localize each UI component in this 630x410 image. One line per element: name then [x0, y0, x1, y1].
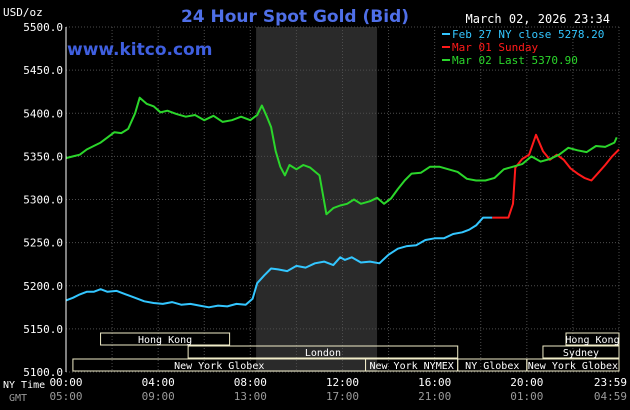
session-label-5: Hong Kong	[565, 335, 619, 346]
session-box-6	[542, 345, 620, 359]
x-axis-label-gmt: GMT	[9, 393, 27, 404]
chart-timestamp: March 02, 2026 23:34	[466, 12, 611, 26]
session-label-1: London	[305, 348, 341, 359]
legend-entry-2: Mar 02 Last 5370.90	[452, 54, 578, 67]
y-tick-label: 5250.0	[23, 237, 63, 250]
x-tick-label-gmt: 21:00	[418, 390, 451, 403]
x-axis-label-ny: NY Time	[3, 380, 45, 391]
y-tick-label: 5150.0	[23, 323, 63, 336]
session-label-2: New York Globex	[174, 361, 264, 372]
y-tick-label: 5500.0	[23, 21, 63, 34]
session-label-0: Hong Kong	[138, 335, 192, 346]
session-label-3: New York NYMEX	[369, 361, 453, 372]
highlight-band	[256, 27, 378, 372]
series-line-0	[65, 216, 493, 309]
chart-title: 24 Hour Spot Gold (Bid)	[181, 7, 409, 27]
legend-entry-0: Feb 27 NY close 5278.20	[452, 28, 604, 41]
session-box-0	[100, 332, 231, 346]
session-box-7	[526, 358, 620, 372]
x-tick-label-ny: 00:00	[49, 376, 82, 389]
x-tick-label-gmt: 13:00	[234, 390, 267, 403]
y-axis-unit: USD/oz	[3, 6, 43, 19]
x-tick-label-gmt: 17:00	[326, 390, 359, 403]
session-label-7: New York Globex	[528, 361, 618, 372]
x-tick-label-ny: 20:00	[510, 376, 543, 389]
site-url: www.kitco.com	[67, 40, 212, 60]
x-tick-label-ny: 04:00	[142, 376, 175, 389]
series-line-2	[65, 96, 618, 216]
y-tick-label: 5350.0	[23, 150, 63, 163]
y-tick-label: 5100.0	[23, 366, 63, 379]
session-label-6: Sydney	[563, 348, 599, 359]
y-tick-label: 5450.0	[23, 64, 63, 77]
session-box-5	[565, 332, 620, 346]
x-tick-label-ny: 16:00	[418, 376, 451, 389]
x-tick-label-gmt: 05:00	[49, 390, 82, 403]
session-label-4: NY Globex	[465, 361, 519, 372]
x-tick-label-gmt: 04:59	[594, 390, 627, 403]
y-tick-label: 5400.0	[23, 107, 63, 120]
session-box-1	[187, 345, 459, 359]
x-tick-label-ny: 12:00	[326, 376, 359, 389]
x-tick-label-ny: 08:00	[234, 376, 267, 389]
x-tick-label-gmt: 01:00	[510, 390, 543, 403]
legend-entry-1: Mar 01 Sunday	[452, 41, 538, 54]
y-tick-label: 5300.0	[23, 194, 63, 207]
y-tick-label: 5200.0	[23, 280, 63, 293]
x-tick-label-ny: 23:59	[594, 376, 627, 389]
x-tick-label-gmt: 09:00	[142, 390, 175, 403]
